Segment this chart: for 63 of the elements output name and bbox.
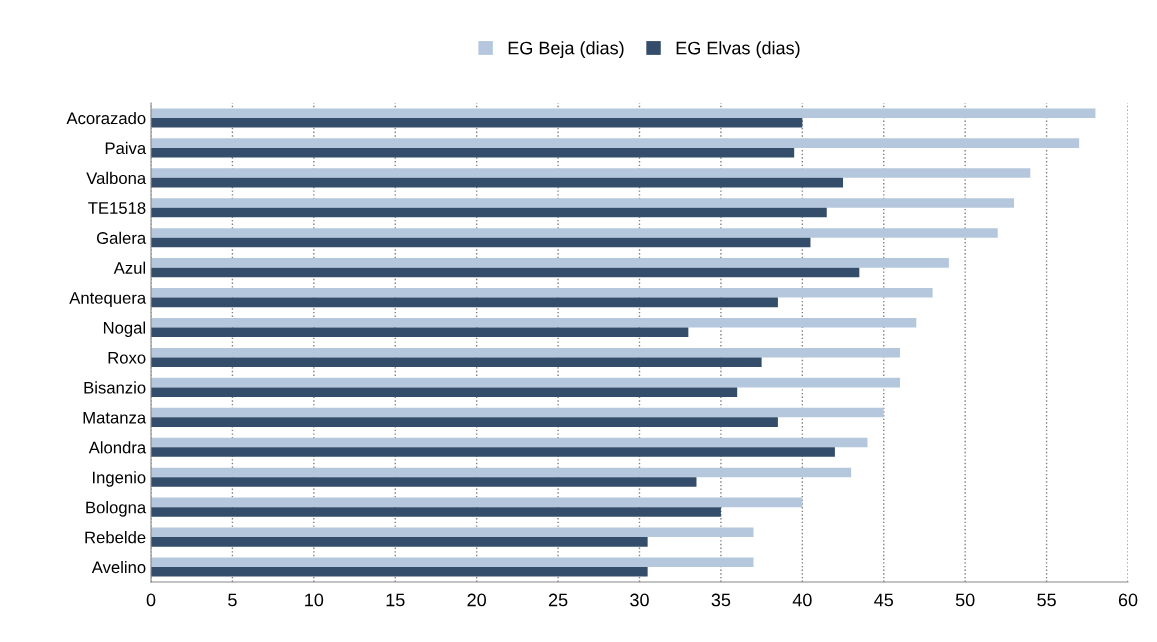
y-tick-label: Alondra bbox=[88, 441, 147, 454]
x-tick-label: 60 bbox=[1118, 593, 1138, 607]
legend-label: EG Elvas (dias) bbox=[676, 41, 800, 58]
x-tick-label: 5 bbox=[228, 593, 237, 607]
x-tick-label: 50 bbox=[955, 593, 975, 607]
bar bbox=[151, 347, 901, 358]
bar bbox=[151, 477, 697, 487]
x-tick-label: 20 bbox=[467, 593, 486, 607]
y-tick-label: Rebelde bbox=[85, 531, 146, 544]
y-tick-label: Matanza bbox=[83, 411, 147, 424]
bar bbox=[151, 377, 901, 388]
x-tick-label: 10 bbox=[305, 593, 324, 607]
x-tick-label: 0 bbox=[146, 593, 156, 607]
bar bbox=[151, 417, 778, 427]
y-tick-label: Antequera bbox=[69, 292, 147, 308]
bar bbox=[151, 327, 689, 338]
bar bbox=[151, 147, 795, 158]
y-tick-label: Acorazado bbox=[66, 111, 146, 125]
x-tick-label: 35 bbox=[711, 593, 731, 607]
y-tick-label: Valbona bbox=[86, 171, 147, 185]
bar bbox=[151, 228, 998, 238]
y-tick-label: Ingenio bbox=[93, 471, 146, 487]
bar bbox=[151, 297, 778, 308]
bar bbox=[151, 387, 738, 397]
bar bbox=[151, 437, 868, 448]
y-tick-label: Roxo bbox=[108, 352, 146, 364]
x-tick-label: 40 bbox=[792, 593, 812, 607]
y-tick-label: Paiva bbox=[105, 141, 147, 155]
bar bbox=[151, 198, 1015, 208]
bar bbox=[151, 357, 762, 368]
bar bbox=[151, 537, 648, 547]
bar bbox=[151, 237, 811, 248]
x-tick-label: 45 bbox=[874, 593, 894, 607]
y-tick-label: Bologna bbox=[86, 501, 147, 517]
y-tick-label: Bisanzio bbox=[84, 381, 146, 394]
bar bbox=[151, 267, 860, 278]
bar bbox=[151, 567, 648, 577]
y-tick-label: Avelino bbox=[91, 560, 146, 574]
bar bbox=[151, 527, 754, 538]
x-tick-label: 30 bbox=[630, 593, 649, 607]
y-tick-label: Galera bbox=[96, 231, 147, 244]
bar bbox=[151, 117, 803, 128]
x-tick-label: 55 bbox=[1037, 593, 1056, 607]
bar bbox=[151, 138, 1080, 148]
bar bbox=[151, 497, 803, 508]
bar bbox=[151, 557, 754, 568]
bar bbox=[151, 288, 933, 298]
y-tick-label: TE1518 bbox=[88, 202, 146, 214]
y-tick-label: Azul bbox=[113, 261, 146, 274]
bar bbox=[151, 168, 1031, 178]
bar bbox=[151, 507, 721, 517]
bar bbox=[151, 258, 949, 268]
y-tick-label: Nogal bbox=[103, 321, 146, 338]
x-tick-label: 25 bbox=[548, 593, 568, 607]
bar bbox=[151, 447, 835, 457]
bar bbox=[151, 207, 827, 218]
x-tick-label: 15 bbox=[386, 593, 405, 607]
bar bbox=[151, 177, 844, 188]
legend-label: EG Beja (dias) bbox=[508, 41, 624, 59]
bar bbox=[151, 108, 1096, 118]
bar bbox=[151, 317, 917, 328]
bar bbox=[151, 407, 884, 418]
bar bbox=[151, 467, 852, 478]
